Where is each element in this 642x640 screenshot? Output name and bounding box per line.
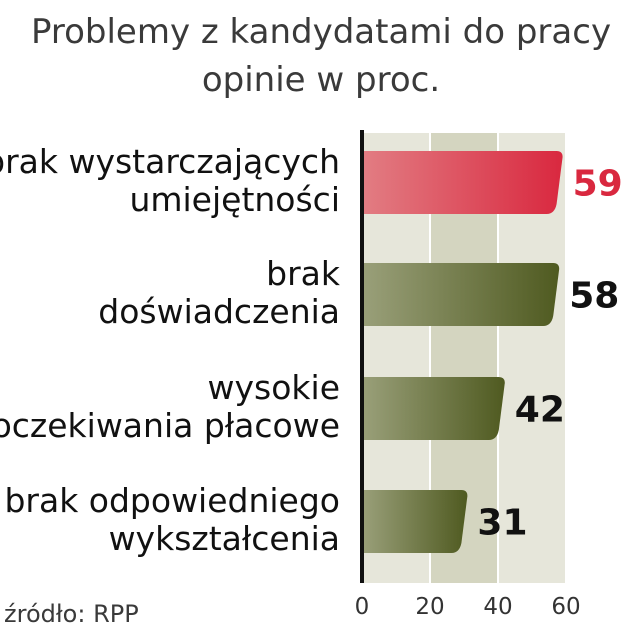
value-label-3: 42 — [515, 390, 565, 431]
x-tick-label-0: 0 — [355, 594, 370, 620]
category-label-4-line-2: wykształcenia — [109, 519, 340, 558]
x-tick-label-20: 20 — [415, 594, 444, 620]
x-tick-label-60: 60 — [551, 594, 580, 620]
category-label-1-line-1: brak wystarczających — [0, 142, 340, 181]
bar-3 — [362, 377, 505, 440]
bar-1 — [362, 151, 563, 214]
category-label-2-line-2: doświadczenia — [98, 292, 340, 331]
bar-2 — [362, 263, 560, 326]
category-label-4-line-1: brak odpowiedniego — [4, 481, 340, 520]
category-label-1-line-2: umiejętności — [129, 180, 340, 219]
bar-4 — [362, 490, 468, 553]
category-label-3-line-2: oczekiwania płacowe — [0, 406, 340, 445]
value-label-4: 31 — [477, 503, 527, 544]
chart-title: Problemy z kandydatami do pracy opinie w… — [0, 8, 642, 104]
value-label-2: 58 — [569, 276, 619, 317]
chart-title-line-2: opinie w proc. — [201, 60, 441, 100]
category-label-3-line-1: wysokie — [208, 368, 340, 407]
chart-title-line-1: Problemy z kandydatami do pracy — [30, 12, 612, 52]
source-note: źródło: RPP — [4, 600, 139, 628]
y-axis-line — [360, 130, 364, 583]
value-label-1: 59 — [573, 164, 623, 205]
category-label-2-line-1: brak — [266, 254, 341, 293]
x-tick-label-40: 40 — [483, 594, 512, 620]
